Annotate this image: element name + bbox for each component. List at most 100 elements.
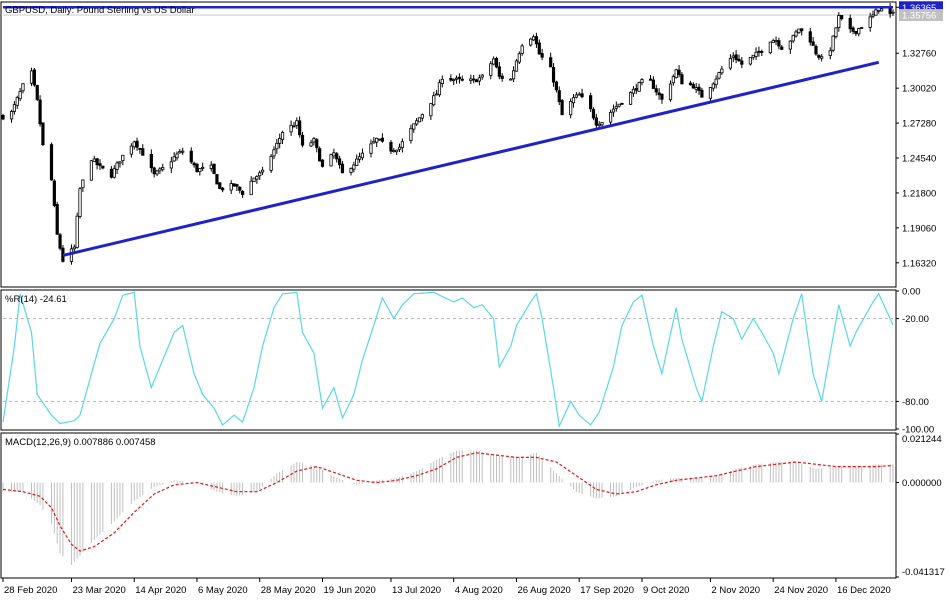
- candle: [668, 80, 673, 102]
- candle-body: [75, 215, 79, 248]
- candle-body: [631, 88, 636, 94]
- candle-body: [155, 170, 159, 175]
- candle: [9, 109, 14, 123]
- candle-body: [238, 186, 242, 191]
- candle: [15, 95, 19, 109]
- candle: [412, 123, 416, 133]
- candle-body: [608, 111, 613, 123]
- wr-tick-label: 0.00: [902, 287, 921, 298]
- price-pane: [1, 3, 895, 265]
- candle-body: [757, 50, 761, 53]
- candle-body: [249, 180, 253, 196]
- candle: [232, 183, 236, 187]
- candle: [697, 83, 701, 95]
- candle: [452, 78, 456, 86]
- candle-body: [617, 103, 621, 107]
- candle-body: [828, 50, 832, 57]
- candle: [794, 29, 798, 38]
- candle: [218, 181, 222, 190]
- candle: [221, 186, 225, 193]
- candle: [771, 38, 775, 43]
- candle-body: [831, 35, 835, 51]
- candle-body: [472, 78, 476, 81]
- candle-body: [740, 60, 744, 65]
- candle-body: [817, 54, 821, 58]
- candle: [600, 122, 604, 127]
- candle-body: [531, 36, 536, 41]
- candle-body: [158, 168, 162, 172]
- candle: [500, 73, 504, 82]
- candle-body: [589, 95, 593, 110]
- candle: [355, 154, 359, 166]
- candle: [89, 159, 94, 181]
- candle: [417, 117, 422, 123]
- price-tick-label: 1.30020: [902, 84, 936, 95]
- candle-body: [12, 104, 17, 112]
- candle: [589, 92, 593, 113]
- candle: [840, 15, 844, 21]
- candle: [534, 32, 539, 48]
- candle-body: [512, 70, 516, 80]
- candle-body: [891, 11, 895, 14]
- candle-body: [32, 69, 36, 86]
- candle: [161, 163, 165, 172]
- candle: [78, 186, 82, 219]
- date-tick-label: 4 Aug 2020: [455, 585, 503, 596]
- candle-body: [797, 28, 801, 34]
- candle-body: [55, 204, 59, 235]
- candle: [768, 41, 772, 55]
- candle: [178, 148, 182, 154]
- candle-body: [800, 28, 804, 32]
- candle-body: [278, 138, 282, 144]
- candle: [774, 36, 778, 46]
- candle: [289, 120, 293, 136]
- candle: [21, 83, 25, 94]
- candle: [837, 12, 841, 32]
- candle: [118, 161, 122, 168]
- candle: [255, 175, 259, 184]
- candle-body: [269, 156, 273, 171]
- candle: [529, 37, 533, 47]
- candle: [12, 101, 17, 115]
- wr-pane-frame: [0, 289, 897, 431]
- candle-body: [628, 92, 633, 105]
- candle: [112, 165, 116, 179]
- candle: [492, 56, 496, 66]
- candle: [512, 66, 516, 83]
- candle: [640, 78, 644, 86]
- candle-body: [360, 152, 365, 159]
- candle-body: [355, 158, 359, 166]
- candle: [169, 156, 173, 174]
- macd-tick-label: 0.000000: [902, 478, 942, 489]
- candle-body: [614, 106, 618, 109]
- candle-body: [717, 72, 721, 79]
- candle: [41, 122, 45, 147]
- candle: [454, 75, 459, 84]
- candle-body: [640, 79, 644, 84]
- candle: [129, 143, 133, 158]
- candle-body: [189, 150, 193, 163]
- candle-body: [440, 78, 444, 84]
- candle: [509, 78, 513, 81]
- candle: [437, 79, 442, 97]
- candle-body: [152, 167, 156, 175]
- candle-body: [597, 123, 601, 127]
- candle: [677, 65, 681, 78]
- candle-body: [534, 36, 539, 45]
- candle: [660, 93, 664, 104]
- candle-body: [372, 140, 376, 144]
- date-tick-label: 16 Dec 2020: [837, 585, 891, 596]
- candle-body: [201, 166, 205, 169]
- candle: [714, 75, 718, 89]
- candle: [109, 166, 113, 179]
- candle-body: [577, 93, 581, 96]
- candle-body: [651, 79, 655, 89]
- candle-body: [637, 82, 641, 92]
- macd-tick-label: 0.021244: [902, 434, 942, 445]
- candle: [241, 190, 245, 198]
- candle-body: [15, 97, 19, 106]
- candle: [577, 91, 581, 96]
- candle: [181, 147, 185, 155]
- candle-body: [811, 41, 815, 46]
